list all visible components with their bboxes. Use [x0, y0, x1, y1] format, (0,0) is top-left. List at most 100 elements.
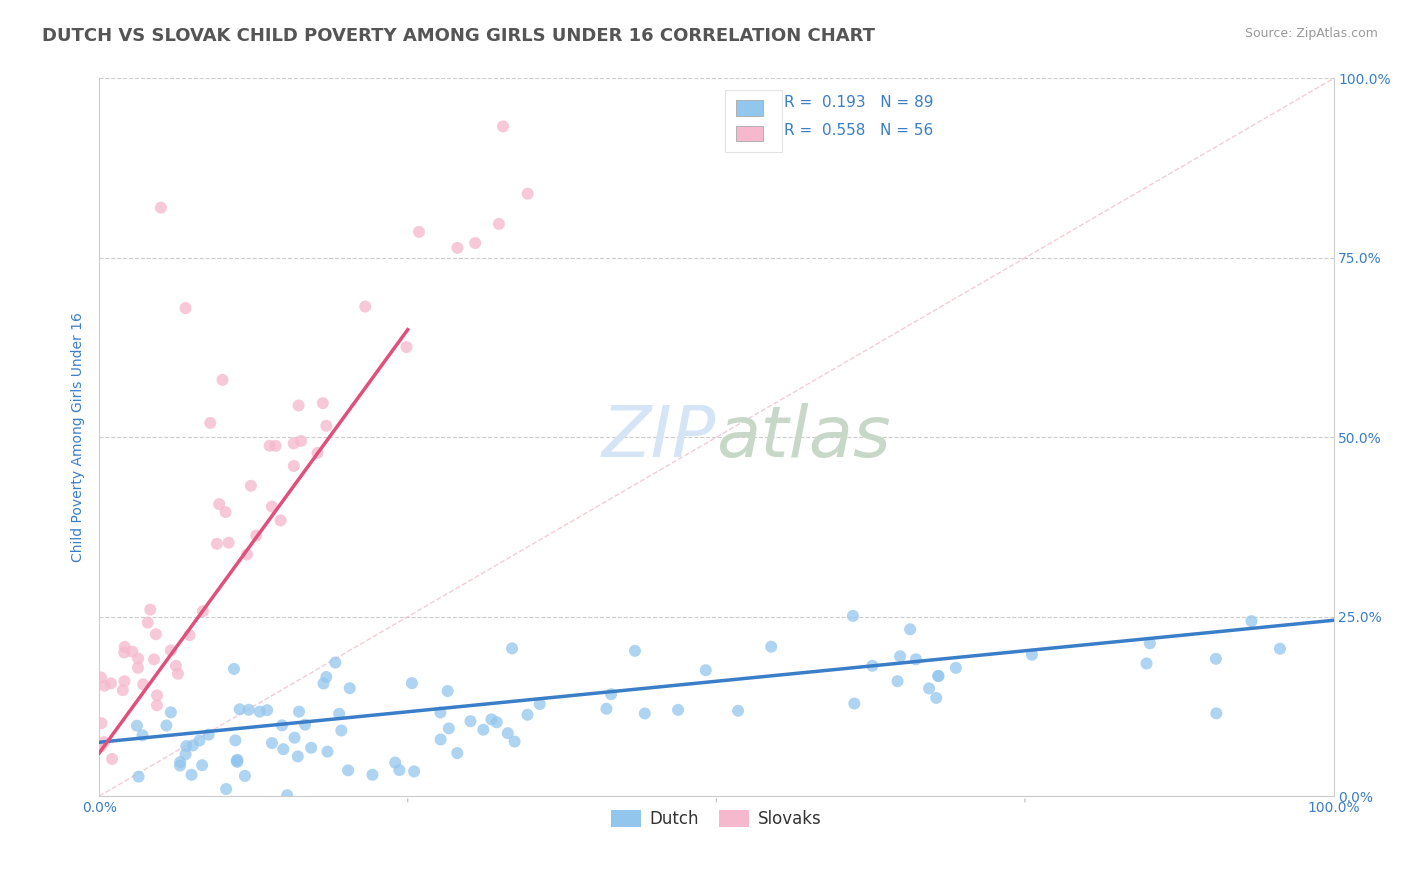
- Point: [330, 723, 353, 738]
- Point: [481, 712, 503, 726]
- Point: [90, 739, 112, 754]
- Y-axis label: Child Poverty Among Girls Under 16: Child Poverty Among Girls Under 16: [72, 312, 86, 562]
- Point: [205, 537, 228, 551]
- Point: [315, 418, 337, 433]
- Point: [139, 602, 162, 616]
- Point: [211, 373, 233, 387]
- Point: [131, 728, 153, 742]
- Point: [288, 705, 311, 719]
- Point: [276, 789, 298, 803]
- Point: [180, 768, 202, 782]
- Point: [188, 733, 211, 747]
- Point: [222, 662, 245, 676]
- Point: [307, 446, 329, 460]
- Point: [927, 669, 949, 683]
- Point: [361, 768, 384, 782]
- Point: [165, 658, 187, 673]
- Point: [464, 235, 486, 250]
- Point: [503, 734, 526, 748]
- Point: [294, 717, 316, 731]
- Point: [595, 702, 617, 716]
- Point: [860, 658, 883, 673]
- Point: [761, 640, 783, 654]
- Point: [283, 458, 305, 473]
- Point: [918, 681, 941, 696]
- Point: [174, 739, 197, 753]
- Point: [256, 703, 278, 717]
- Point: [233, 769, 256, 783]
- Point: [149, 201, 172, 215]
- Point: [898, 623, 921, 637]
- Point: [155, 718, 177, 732]
- Point: [388, 763, 411, 777]
- Point: [384, 756, 406, 770]
- Text: Source: ZipAtlas.com: Source: ZipAtlas.com: [1244, 27, 1378, 40]
- Point: [132, 677, 155, 691]
- Legend: Dutch, Slovaks: Dutch, Slovaks: [605, 803, 828, 834]
- Point: [136, 615, 159, 630]
- Point: [328, 706, 350, 721]
- Point: [927, 669, 949, 683]
- Point: [100, 676, 122, 690]
- Point: [228, 702, 250, 716]
- Point: [492, 120, 515, 134]
- Point: [273, 742, 295, 756]
- Point: [174, 747, 197, 762]
- Point: [472, 723, 495, 737]
- Point: [283, 731, 305, 745]
- Point: [238, 703, 260, 717]
- Point: [93, 735, 115, 749]
- Point: [114, 674, 136, 689]
- Point: [429, 706, 451, 720]
- Point: [886, 674, 908, 689]
- Point: [283, 436, 305, 450]
- Point: [270, 513, 292, 527]
- Point: [214, 505, 236, 519]
- Point: [312, 396, 335, 410]
- Point: [727, 704, 749, 718]
- Point: [127, 661, 149, 675]
- Point: [446, 746, 468, 760]
- Point: [218, 535, 240, 549]
- Point: [401, 676, 423, 690]
- Point: [181, 739, 204, 753]
- Point: [191, 758, 214, 772]
- Point: [315, 670, 337, 684]
- Point: [200, 416, 222, 430]
- Point: [287, 399, 309, 413]
- Point: [215, 782, 238, 797]
- Point: [146, 698, 169, 713]
- Point: [191, 604, 214, 618]
- Point: [1205, 706, 1227, 721]
- Point: [225, 754, 247, 768]
- Point: [446, 241, 468, 255]
- Point: [404, 764, 426, 779]
- Point: [312, 676, 335, 690]
- Point: [666, 703, 689, 717]
- Point: [264, 439, 287, 453]
- Point: [323, 656, 346, 670]
- Point: [436, 684, 458, 698]
- Point: [160, 643, 183, 657]
- Point: [143, 652, 166, 666]
- Point: [169, 758, 191, 772]
- Point: [624, 644, 647, 658]
- Point: [157, 797, 180, 812]
- Text: DUTCH VS SLOVAK CHILD POVERTY AMONG GIRLS UNDER 16 CORRELATION CHART: DUTCH VS SLOVAK CHILD POVERTY AMONG GIRL…: [42, 27, 875, 45]
- Point: [354, 300, 377, 314]
- Point: [339, 681, 361, 696]
- Point: [179, 628, 201, 642]
- Point: [1240, 614, 1263, 628]
- Point: [842, 608, 865, 623]
- Point: [146, 689, 169, 703]
- Point: [945, 661, 967, 675]
- Point: [925, 690, 948, 705]
- Point: [167, 666, 190, 681]
- Point: [516, 707, 538, 722]
- Point: [290, 434, 312, 448]
- Point: [1205, 652, 1227, 666]
- Point: [101, 752, 124, 766]
- Point: [111, 683, 134, 698]
- Point: [197, 728, 219, 742]
- Point: [600, 687, 623, 701]
